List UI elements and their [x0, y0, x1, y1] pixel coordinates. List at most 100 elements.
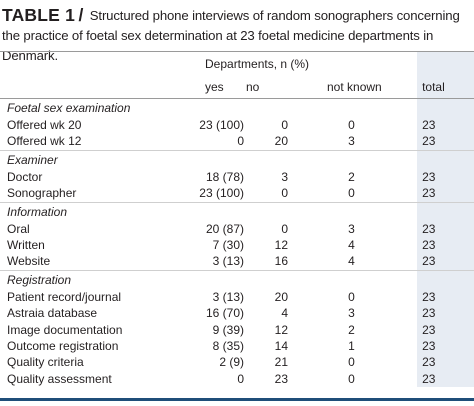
cell-no: 20 — [274, 134, 288, 149]
table-row: Quality criteria 2 (9) 21 0 23 — [0, 354, 474, 371]
row-label: Doctor — [7, 169, 43, 184]
cell-no: 0 — [281, 186, 288, 201]
column-header-yes: yes — [150, 76, 244, 99]
cell-total: 23 — [417, 168, 474, 186]
cell-not-known: 3 — [348, 134, 355, 149]
cell-no: 23 — [274, 371, 288, 386]
cell-no: 0 — [281, 118, 288, 132]
cell-not-known: 0 — [348, 118, 355, 132]
cell-total: 23 — [417, 288, 474, 306]
cell-total: 23 — [417, 370, 474, 388]
cell-no: 16 — [274, 254, 288, 269]
cell-total: 23 — [417, 338, 474, 355]
table-row: Offered wk 20 23 (100) 0 0 23 — [0, 117, 474, 134]
cell-total: 23 — [417, 117, 474, 134]
table-row: Offered wk 12 0 20 3 23 — [0, 133, 474, 151]
cell-total: 23 — [417, 237, 474, 254]
cell-total: 23 — [417, 220, 474, 238]
row-label: Image documentation — [7, 322, 123, 337]
table-row: Sonographer 23 (100) 0 0 23 — [0, 185, 474, 203]
section-title: Information — [0, 201, 418, 221]
row-label: Oral — [7, 221, 30, 236]
table-caption: TABLE 1 / Structured phone interviews of… — [2, 4, 472, 66]
cell-total: 23 — [417, 185, 474, 203]
section-header-row: Registration — [0, 269, 474, 289]
cell-no: 12 — [274, 322, 288, 337]
cell-not-known: 4 — [348, 238, 355, 253]
row-label: Patient record/journal — [7, 289, 122, 304]
cell-not-known: 4 — [348, 254, 355, 269]
column-header-row: yes no not known total — [0, 76, 474, 99]
table-row: Website 3 (13) 16 4 23 — [0, 253, 474, 271]
cell-no: 0 — [281, 221, 288, 236]
group-header-row: Departments, n (%) — [0, 52, 474, 76]
row-label: Outcome registration — [7, 339, 119, 354]
cell-no: 21 — [274, 355, 288, 370]
cell-total: 23 — [417, 305, 474, 322]
caption-text: Structured phone interviews of random so… — [2, 8, 460, 63]
row-label: Quality assessment — [7, 371, 112, 386]
column-header-no: no — [244, 76, 323, 99]
cell-no: 3 — [281, 169, 288, 184]
cell-no: 20 — [274, 289, 288, 304]
bottom-rule — [0, 398, 474, 401]
cell-no: 14 — [274, 339, 288, 354]
table-row: Outcome registration 8 (35) 14 1 23 — [0, 338, 474, 355]
group-header: Departments, n (%) — [205, 57, 310, 71]
section-header-row: Foetal sex examination — [0, 98, 474, 117]
cell-total: 23 — [417, 253, 474, 271]
table-row: Patient record/journal 3 (13) 20 0 23 — [0, 288, 474, 306]
row-label: Quality criteria — [7, 355, 84, 370]
cell-yes: 18 (78) — [205, 169, 244, 184]
cell-not-known: 0 — [348, 289, 355, 304]
table-row: Quality assessment 0 23 0 23 — [0, 370, 474, 388]
table-row: Image documentation 9 (39) 12 2 23 — [0, 321, 474, 339]
data-table: Departments, n (%) yes no not known tota… — [0, 52, 474, 388]
cell-no: 4 — [281, 306, 288, 321]
cell-yes: 7 (30) — [212, 238, 244, 253]
column-header-total: total — [417, 76, 474, 99]
row-label: Written — [7, 238, 45, 253]
cell-yes: 0 — [237, 371, 244, 386]
row-label: Offered wk 12 — [7, 134, 82, 149]
table-row: Written 7 (30) 12 4 23 — [0, 237, 474, 254]
section-header-row: Examiner — [0, 149, 474, 169]
table-row: Astraia database 16 (70) 4 3 23 — [0, 305, 474, 322]
cell-yes: 3 (13) — [212, 254, 244, 269]
top-rule — [0, 51, 474, 52]
table-row: Oral 20 (87) 0 3 23 — [0, 220, 474, 238]
cell-not-known: 1 — [348, 339, 355, 354]
row-label: Sonographer — [7, 186, 77, 201]
cell-yes: 3 (13) — [212, 289, 244, 304]
cell-yes: 8 (35) — [212, 339, 244, 354]
row-label: Website — [7, 254, 51, 269]
cell-not-known: 2 — [348, 322, 355, 337]
cell-yes: 0 — [237, 134, 244, 149]
section-header-row: Information — [0, 201, 474, 221]
cell-yes: 2 (9) — [219, 355, 244, 370]
cell-not-known: 0 — [348, 355, 355, 370]
cell-yes: 23 (100) — [199, 186, 244, 201]
row-label: Astraia database — [7, 306, 98, 321]
cell-not-known: 3 — [348, 221, 355, 236]
cell-yes: 23 (100) — [199, 118, 244, 132]
cell-total: 23 — [417, 321, 474, 339]
table-label: TABLE 1 — [2, 5, 76, 25]
cell-yes: 9 (39) — [212, 322, 244, 337]
row-label: Offered wk 20 — [7, 118, 82, 132]
section-title: Registration — [0, 269, 418, 289]
table-body: Departments, n (%) yes no not known tota… — [0, 52, 474, 388]
cell-not-known: 0 — [348, 186, 355, 201]
cell-total: 23 — [417, 133, 474, 151]
cell-not-known: 2 — [348, 169, 355, 184]
cell-yes: 20 (87) — [205, 221, 244, 236]
cell-not-known: 0 — [348, 371, 355, 386]
cell-no: 12 — [274, 238, 288, 253]
table-label-slash: / — [78, 5, 84, 25]
cell-total: 23 — [417, 354, 474, 371]
cell-not-known: 3 — [348, 306, 355, 321]
section-title: Examiner — [0, 149, 418, 169]
column-header-not-known: not known — [323, 76, 418, 99]
section-title: Foetal sex examination — [7, 101, 131, 115]
table-row: Doctor 18 (78) 3 2 23 — [0, 168, 474, 186]
